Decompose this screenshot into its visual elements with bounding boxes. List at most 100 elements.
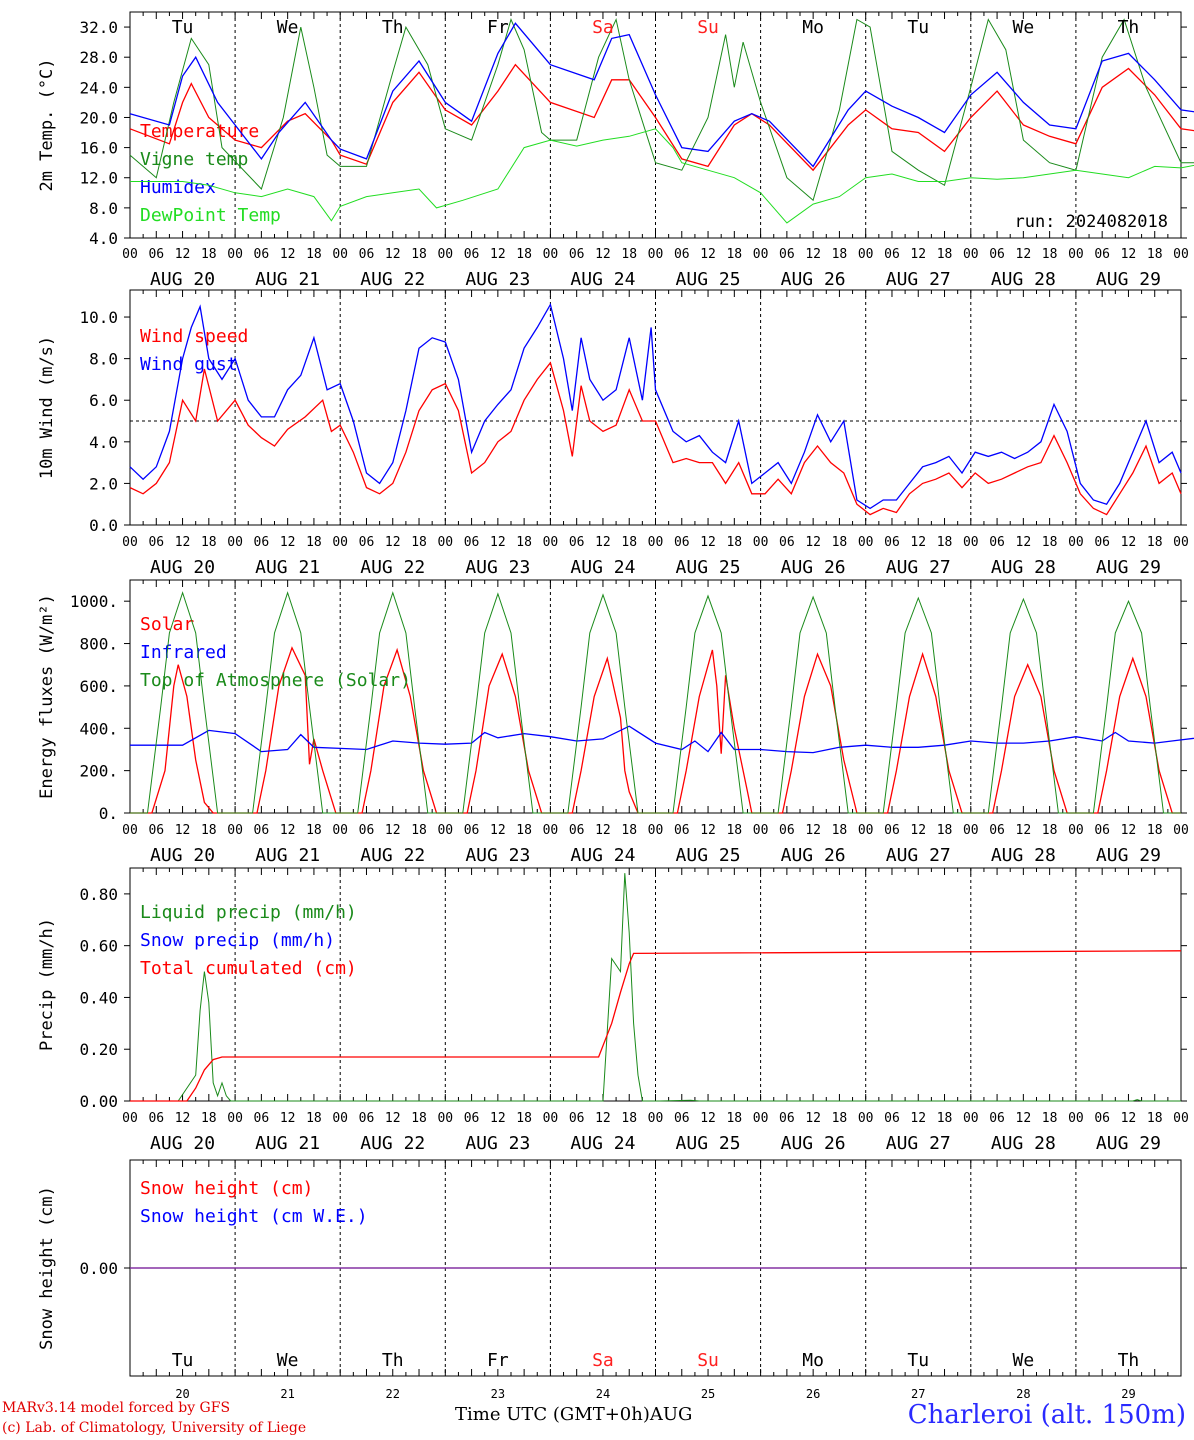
weekday-label-top: Su	[697, 17, 719, 38]
x-hour-label: 06	[989, 1111, 1005, 1126]
x-hour-label: 12	[595, 247, 611, 262]
x-hour-label: 12	[1016, 823, 1032, 838]
x-hour-label: 06	[254, 1111, 270, 1126]
x-hour-label: 00	[648, 823, 664, 838]
x-hour-label: 00	[753, 247, 769, 262]
date-label: AUG 20	[150, 845, 215, 866]
date-label: AUG 23	[465, 269, 530, 290]
date-label: AUG 21	[255, 1133, 320, 1154]
x-hour-label: 18	[411, 247, 427, 262]
x-hour-label: 00	[332, 247, 348, 262]
x-hour-label: 00	[1068, 535, 1084, 550]
y-tick-label: 20.0	[79, 108, 118, 127]
x-hour-label: 00	[1173, 823, 1189, 838]
weekday-label-top: Th	[1118, 17, 1140, 38]
date-label: AUG 20	[150, 269, 215, 290]
date-label: AUG 25	[676, 845, 741, 866]
x-hour-label: 12	[1121, 535, 1137, 550]
date-label: AUG 28	[991, 557, 1056, 578]
y-tick-label: 28.0	[79, 48, 118, 67]
weekday-label-bottom: Su	[697, 1350, 719, 1371]
x-hour-label: 18	[516, 535, 532, 550]
date-label: AUG 23	[465, 845, 530, 866]
day-number-label: 23	[491, 1387, 505, 1401]
x-hour-label: 00	[1173, 535, 1189, 550]
x-hour-label: 00	[122, 1111, 138, 1126]
x-hour-label: 00	[963, 1111, 979, 1126]
x-hour-label: 00	[753, 535, 769, 550]
series-line-green	[130, 873, 1181, 1102]
panel-2: 0.0 2.0 4.0 6.0 8.0 10.0 10m Wind (m/s) Wind sp…	[37, 289, 1189, 578]
date-label: AUG 29	[1096, 557, 1161, 578]
legend-entry: Temperature	[140, 121, 259, 142]
x-hour-label: 12	[175, 823, 191, 838]
date-label: AUG 21	[255, 269, 320, 290]
series-line-blue	[129, 22, 1194, 168]
legend-entry: Snow height (cm W.E.)	[140, 1206, 368, 1227]
x-hour-label: 06	[148, 1111, 164, 1126]
date-label: AUG 21	[255, 845, 320, 866]
x-hour-label: 18	[726, 535, 742, 550]
legend-entry: Liquid precip (mm/h)	[140, 902, 357, 923]
x-hour-label: 06	[359, 823, 375, 838]
y-tick-label: 0.60	[79, 937, 118, 956]
day-number-label: 26	[806, 1387, 820, 1401]
series-line-green	[129, 17, 1194, 202]
x-hour-label: 12	[910, 535, 926, 550]
x-hour-label: 00	[227, 247, 243, 262]
x-hour-label: 06	[569, 823, 585, 838]
date-label: AUG 20	[150, 1133, 215, 1154]
weekday-label-top: Th	[382, 17, 404, 38]
panel-5: 0.00 Snow height (cm) Snow height (cm) Snow…	[37, 1159, 1187, 1377]
date-label: AUG 25	[676, 1133, 741, 1154]
series-line-red	[130, 950, 1182, 1102]
series-line-red	[129, 63, 1194, 172]
y-axis-title: 2m Temp. (°C)	[37, 58, 57, 191]
x-hour-label: 06	[148, 535, 164, 550]
series-line-red	[129, 361, 1182, 516]
x-hour-label: 00	[437, 1111, 453, 1126]
x-hour-label: 06	[884, 247, 900, 262]
x-hour-label: 06	[989, 535, 1005, 550]
x-hour-label: 06	[989, 247, 1005, 262]
x-hour-label: 06	[359, 247, 375, 262]
x-hour-label: 12	[490, 823, 506, 838]
x-hour-label: 06	[779, 247, 795, 262]
x-hour-label: 12	[595, 535, 611, 550]
x-hour-label: 00	[858, 535, 874, 550]
legend-entry: DewPoint Temp	[140, 205, 281, 226]
x-hour-label: 06	[1094, 1111, 1110, 1126]
y-tick-label: 8.0	[89, 350, 118, 369]
y-tick-label: 6.0	[89, 391, 118, 410]
day-number-label: 21	[280, 1387, 294, 1401]
y-axis-title: Snow height (cm)	[37, 1186, 57, 1350]
x-hour-label: 18	[1147, 823, 1163, 838]
y-tick-label: 0.0	[89, 516, 118, 535]
x-hour-label: 18	[621, 535, 637, 550]
date-label: AUG 29	[1096, 1133, 1161, 1154]
x-hour-label: 00	[543, 247, 559, 262]
credit-line-lab: (c) Lab. of Climatology, University of L…	[2, 1420, 307, 1436]
x-hour-label: 00	[543, 1111, 559, 1126]
x-hour-label: 12	[595, 823, 611, 838]
x-hour-label: 12	[700, 535, 716, 550]
x-hour-label: 12	[385, 1111, 401, 1126]
x-hour-label: 12	[175, 535, 191, 550]
x-hour-label: 06	[674, 823, 690, 838]
weekday-label-top: Tu	[172, 17, 194, 38]
x-hour-label: 12	[595, 1111, 611, 1126]
date-label: AUG 27	[886, 269, 951, 290]
x-hour-label: 18	[1042, 535, 1058, 550]
x-hour-label: 18	[726, 1111, 742, 1126]
x-hour-label: 18	[1042, 247, 1058, 262]
y-tick-label: 10.0	[79, 308, 118, 327]
legend-entry: Vigne temp	[140, 149, 248, 170]
y-tick-label: 8.0	[89, 199, 118, 218]
x-hour-label: 06	[779, 1111, 795, 1126]
x-hour-label: 18	[1042, 1111, 1058, 1126]
x-hour-label: 06	[884, 1111, 900, 1126]
date-label: AUG 27	[886, 557, 951, 578]
x-hour-label: 06	[779, 535, 795, 550]
weekday-label-bottom: Sa	[592, 1350, 614, 1371]
x-hour-label: 12	[490, 1111, 506, 1126]
